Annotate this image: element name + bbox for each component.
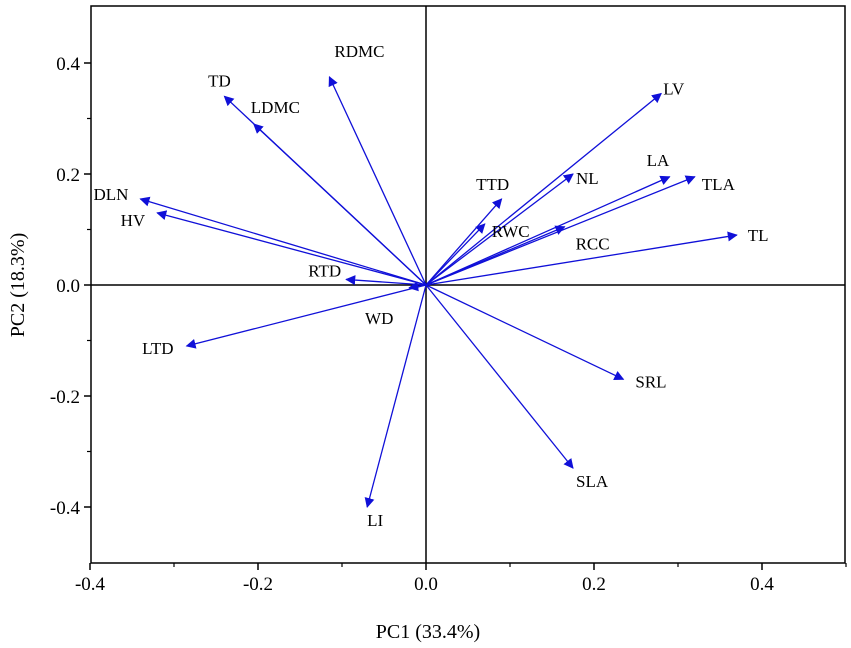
y-tick-label: 0.2: [56, 165, 80, 186]
vector-ldmc-arrow: [253, 123, 427, 286]
x-tick-label: 0.2: [582, 574, 606, 595]
vector-rdmc-arrow: [328, 75, 427, 286]
vector-sla-arrow: [425, 284, 574, 469]
y-tick-label: -0.4: [50, 498, 81, 519]
vector-nl-label: NL: [576, 169, 599, 188]
vector-li-label: LI: [367, 511, 383, 530]
vector-la-label: LA: [647, 151, 670, 170]
vector-srl-arrow: [425, 284, 625, 380]
y-tick-label: -0.2: [50, 387, 80, 408]
vector-lv-arrow: [425, 92, 662, 286]
zero-lines: [91, 6, 845, 563]
y-axis-title: PC2 (18.3%): [7, 233, 29, 337]
loading-vectors: [139, 75, 738, 508]
vector-rdmc-label: RDMC: [334, 42, 384, 61]
vector-rwc-label: RWC: [492, 222, 530, 241]
vector-ltd-label: LTD: [142, 339, 174, 358]
x-tick-label: 0.0: [414, 574, 438, 595]
vector-tl-arrow: [425, 231, 738, 286]
vector-li-arrow: [364, 284, 427, 508]
vector-ltd-arrow: [185, 284, 427, 349]
vector-lv-label: LV: [663, 80, 685, 99]
axis-ticks: -0.4 -0.2 0.0 0.2 0.4 -0.4 -0.2 0.0 0.2 0.4: [50, 54, 847, 595]
vector-td-label: TD: [208, 71, 231, 90]
vector-hv-label: HV: [121, 211, 146, 230]
vector-tla-arrow: [425, 175, 696, 286]
y-tick-label: 0.0: [56, 276, 80, 297]
vector-ttd-arrow: [425, 198, 503, 286]
x-tick-label: 0.4: [750, 574, 774, 595]
x-tick-label: -0.2: [243, 574, 273, 595]
vector-labels: RDMC TD LDMC DLN HV RTD WD LTD LI TTD RWC NL LV LA TLA…: [93, 42, 768, 530]
vector-dln-arrow: [139, 196, 427, 286]
vector-hv-arrow: [156, 210, 427, 286]
x-tick-label: -0.4: [75, 574, 106, 595]
vector-tla-label: TLA: [702, 175, 736, 194]
vector-rcc-arrow: [425, 225, 566, 286]
vector-rcc-label: RCC: [576, 235, 610, 254]
vector-ldmc-label: LDMC: [251, 98, 300, 117]
vector-la-arrow: [425, 175, 671, 286]
vector-srl-label: SRL: [635, 372, 666, 391]
vector-wd-label: WD: [365, 309, 393, 328]
vector-ttd-label: TTD: [476, 175, 509, 194]
vector-tl-label: TL: [748, 226, 769, 245]
vector-nl-arrow: [425, 173, 574, 286]
vector-sla-label: SLA: [576, 472, 609, 491]
vector-dln-label: DLN: [93, 185, 128, 204]
vector-rtd-label: RTD: [308, 261, 341, 280]
y-tick-label: 0.4: [56, 54, 80, 75]
x-axis-title: PC1 (33.4%): [376, 621, 480, 643]
vector-rwc-arrow: [425, 223, 486, 286]
